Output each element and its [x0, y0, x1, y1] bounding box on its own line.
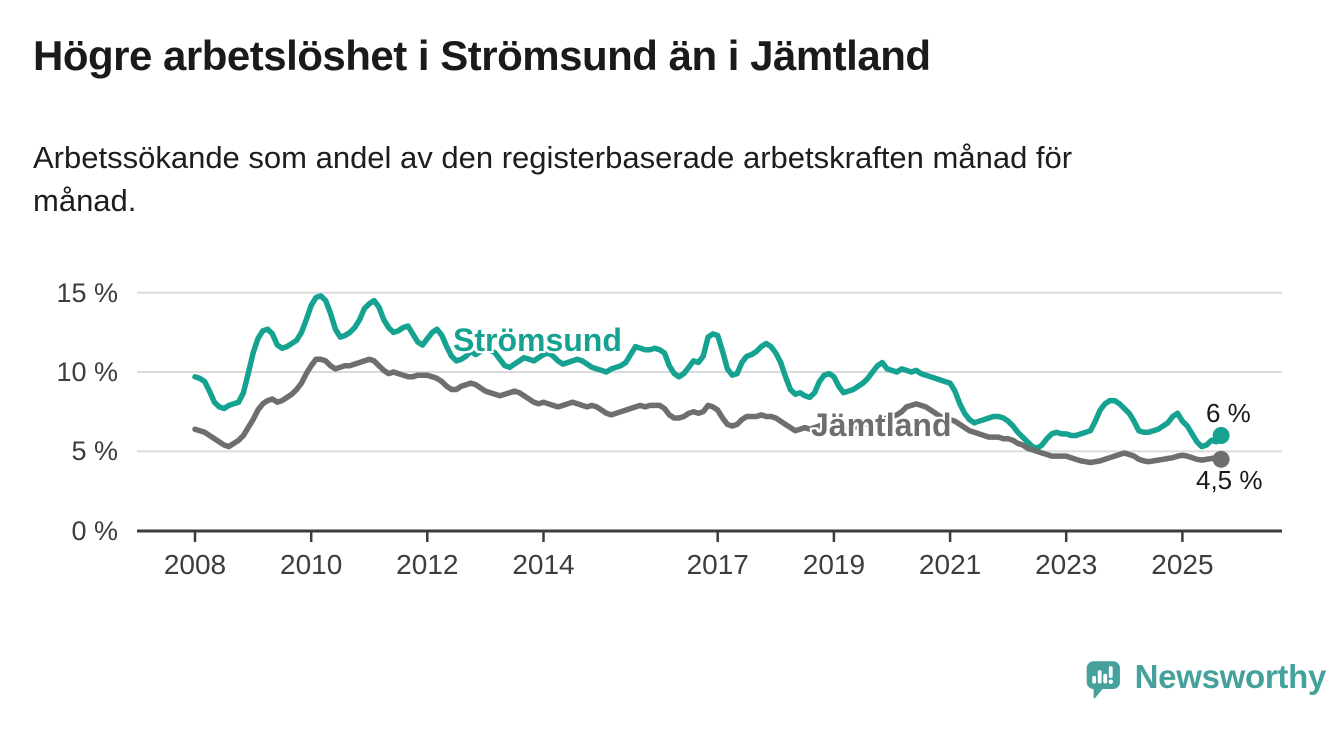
x-tick-label-2023: 2023 [1035, 549, 1098, 580]
x-tick-label-2012: 2012 [396, 549, 459, 580]
end-dot-stromsund [1212, 427, 1230, 444]
series-label-stromsund: Strömsund [453, 322, 622, 358]
y-tick-label-10: 10 % [56, 357, 118, 388]
line-jamtland [192, 356, 1224, 466]
end-value-label-stromsund: 6 % [1206, 398, 1251, 428]
x-tick-label-2025: 2025 [1151, 549, 1214, 580]
line-stromsund [192, 293, 1224, 451]
brand-name: Newsworthy [1134, 658, 1327, 695]
x-tick-label-2010: 2010 [280, 549, 343, 580]
subtitle-line-2: månad. [33, 183, 137, 218]
y-tick-label-0: 0 % [71, 515, 118, 546]
series-label-jamtland: Jämtland [811, 407, 952, 443]
end-value-label-jamtland: 4,5 % [1196, 465, 1263, 495]
y-tick-label-15: 15 % [56, 277, 118, 308]
page-title: Högre arbetslöshet i Strömsund än i Jämt… [33, 32, 931, 79]
end-dot-jamtland [1212, 450, 1230, 468]
x-tick-label-2019: 2019 [802, 549, 866, 580]
y-tick-label-5: 5 % [71, 436, 118, 467]
x-tick-label-2008: 2008 [163, 549, 227, 580]
x-tick-label-2017: 2017 [686, 549, 749, 580]
x-tick-label-2014: 2014 [512, 549, 575, 580]
x-tick-label-2021: 2021 [918, 549, 982, 580]
bar-chart-speech-bubble-icon [1086, 661, 1120, 699]
subtitle-line-1: Arbetssökande som andel av den registerb… [33, 140, 1073, 175]
newsworthy-logo: Newsworthy [1086, 652, 1326, 712]
page-subtitle: Arbetssökande som andel av den registerb… [33, 136, 1253, 222]
